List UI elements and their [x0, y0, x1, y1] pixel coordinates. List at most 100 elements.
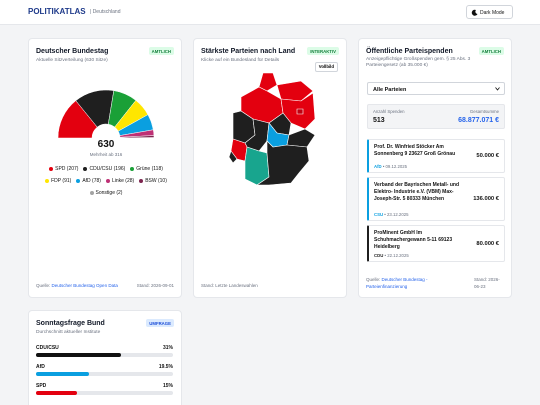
state[interactable] — [256, 140, 310, 186]
date: • 23.12.2025 — [384, 212, 409, 217]
card-title: Öffentliche Parteispenden — [366, 48, 453, 55]
total-seats: 630 — [97, 139, 115, 150]
bundestag-card: Deutscher Bundestag AMTLICH Aktuelle Sit… — [28, 38, 182, 298]
party: AfD — [374, 164, 382, 169]
card-subtitle: Aktuelle Sitzverteilung (630 Sitze) — [36, 58, 108, 63]
donations-card: Öffentliche Parteispenden AMTLICH Anzeig… — [358, 38, 512, 298]
meta: AfD • 09.12.2025 — [374, 164, 407, 169]
legend-dot — [49, 167, 54, 171]
badge: UMFRAGE — [146, 319, 174, 327]
legend-item: SPD (207) — [49, 166, 78, 172]
party-filter[interactable]: Alle Parteien — [367, 82, 505, 95]
party-label: AfD — [36, 364, 45, 370]
map-footer: Stand: Letzte Landeswahlen — [201, 283, 258, 288]
badge: AMTLICH — [148, 47, 174, 55]
legend-label: BSW (10) — [145, 178, 167, 184]
legend-dot — [89, 191, 94, 195]
meta: CSU • 23.12.2025 — [374, 212, 409, 217]
legend-dot — [105, 179, 110, 183]
fullscreen-button[interactable]: Vollbild — [314, 62, 338, 72]
map-card: Stärkste Parteien nach Land INTERAKTIV K… — [193, 38, 347, 298]
logo[interactable]: POLITIKATLAS — [28, 7, 86, 16]
card-subtitle: Durchschnitt aktueller Institute — [36, 330, 101, 335]
card-subtitle: Anzeigepflichtige Großspenden gem. § 25 … — [366, 57, 471, 69]
dark-mode-label: Dark Mode — [480, 10, 505, 16]
donor: Verband der Bayrischen Metall- und Elekt… — [374, 182, 460, 202]
region: | Deutschland — [90, 8, 121, 15]
value-label: 15% — [162, 383, 173, 389]
state[interactable] — [286, 128, 316, 148]
bar-track — [36, 353, 173, 357]
legend-item: FDP (91) — [45, 178, 71, 184]
source-link[interactable]: Deutscher Bundestag Open Data — [51, 283, 118, 288]
germany-map — [228, 72, 316, 186]
bar — [36, 372, 90, 376]
source: Quelle: Deutscher Bundestag Open Data — [36, 283, 118, 288]
dark-mode-button[interactable]: Dark Mode — [466, 5, 513, 19]
count-label: Anzahl Spenden — [373, 109, 405, 114]
badge: AMTLICH — [478, 47, 504, 55]
legend: SPD (207) CDU/CSU (196) Grüne (118) FDP (91… — [39, 166, 173, 196]
total: 68.877.071 € — [458, 117, 499, 124]
total-label: Gesamtsumme — [469, 109, 499, 114]
state[interactable] — [276, 80, 314, 102]
badge: INTERAKTIV — [307, 47, 339, 55]
legend-label: CDU/CSU (196) — [89, 166, 126, 172]
count: 513 — [373, 117, 385, 124]
legend-label: FDP (91) — [51, 178, 72, 184]
donation-item[interactable]: ProMinent GmbH Im Schuhmachergewann 5-11… — [367, 225, 505, 262]
legend-dot — [83, 167, 88, 171]
legend-item: Sonstige (2) — [89, 190, 123, 196]
legend-item: Linke (28) — [105, 178, 135, 184]
source-link[interactable]: Deutscher Bundestag - Parteienfinanzieru… — [366, 277, 428, 289]
card-title: Sonntagsfrage Bund — [36, 320, 105, 327]
donor: Prof. Dr. Winfried Stöcker Am Sonnenberg… — [374, 144, 456, 157]
state[interactable] — [258, 72, 278, 92]
party: CDU — [374, 253, 384, 258]
party: CSU — [374, 212, 384, 217]
date: • 22.12.2025 — [384, 253, 409, 258]
meta: CDU • 22.12.2025 — [374, 253, 409, 258]
legend-label: Grüne (118) — [136, 166, 163, 172]
card-title: Stärkste Parteien nach Land — [201, 48, 296, 55]
legend-label: Linke (28) — [111, 178, 135, 184]
stand: Stand: 2026-09-01 — [136, 283, 174, 288]
amount: 80.000 € — [476, 240, 499, 247]
party-label: CDU/CSU — [36, 345, 59, 351]
source-label: Quelle: — [36, 283, 51, 288]
legend-item: CDU/CSU (196) — [83, 166, 125, 172]
source-label: Quelle: — [366, 277, 381, 282]
value-label: 19.5% — [158, 364, 173, 370]
chevron — [495, 87, 500, 91]
legend-label: Sonstige (2) — [95, 190, 123, 196]
amount: 136.000 € — [473, 196, 499, 202]
donation-item[interactable]: Verband der Bayrischen Metall- und Elekt… — [367, 177, 505, 221]
source: Quelle: Deutscher Bundestag - Parteienfi… — [366, 277, 466, 291]
legend-label: SPD (207) — [55, 166, 79, 172]
card-subtitle: Klicke auf ein Bundesland für Details — [201, 58, 280, 63]
bar — [36, 391, 78, 395]
party-label: SPD — [36, 383, 47, 389]
state[interactable] — [296, 108, 304, 115]
card-title: Deutscher Bundestag — [36, 48, 109, 55]
header: POLITIKATLAS | Deutschland Dark Mode — [0, 0, 540, 25]
stand: Stand: 2026-06-23 — [474, 277, 500, 289]
legend-item: BSW (10) — [139, 178, 167, 184]
legend-dot — [139, 179, 144, 183]
majority: Mehrheit ab 316 — [89, 152, 123, 157]
bar-track — [36, 391, 173, 395]
legend-label: AfD (78) — [82, 178, 101, 184]
donation-item[interactable]: Prof. Dr. Winfried Stöcker Am Sonnenberg… — [367, 139, 505, 173]
moon-icon — [471, 9, 478, 16]
date: • 09.12.2025 — [382, 164, 408, 169]
legend-dot — [76, 179, 81, 183]
legend-dot — [130, 167, 135, 171]
stats-box: Anzahl Spenden 513 Gesamtsumme 68.877.07… — [367, 104, 505, 129]
state[interactable] — [228, 150, 238, 164]
bar — [36, 353, 121, 357]
value-label: 31% — [162, 345, 173, 351]
legend-item: Grüne (118) — [130, 166, 163, 172]
poll-card: Sonntagsfrage Bund UMFRAGE Durchschnitt … — [28, 310, 182, 405]
donor: ProMinent GmbH Im Schuhmachergewann 5-11… — [374, 230, 453, 250]
